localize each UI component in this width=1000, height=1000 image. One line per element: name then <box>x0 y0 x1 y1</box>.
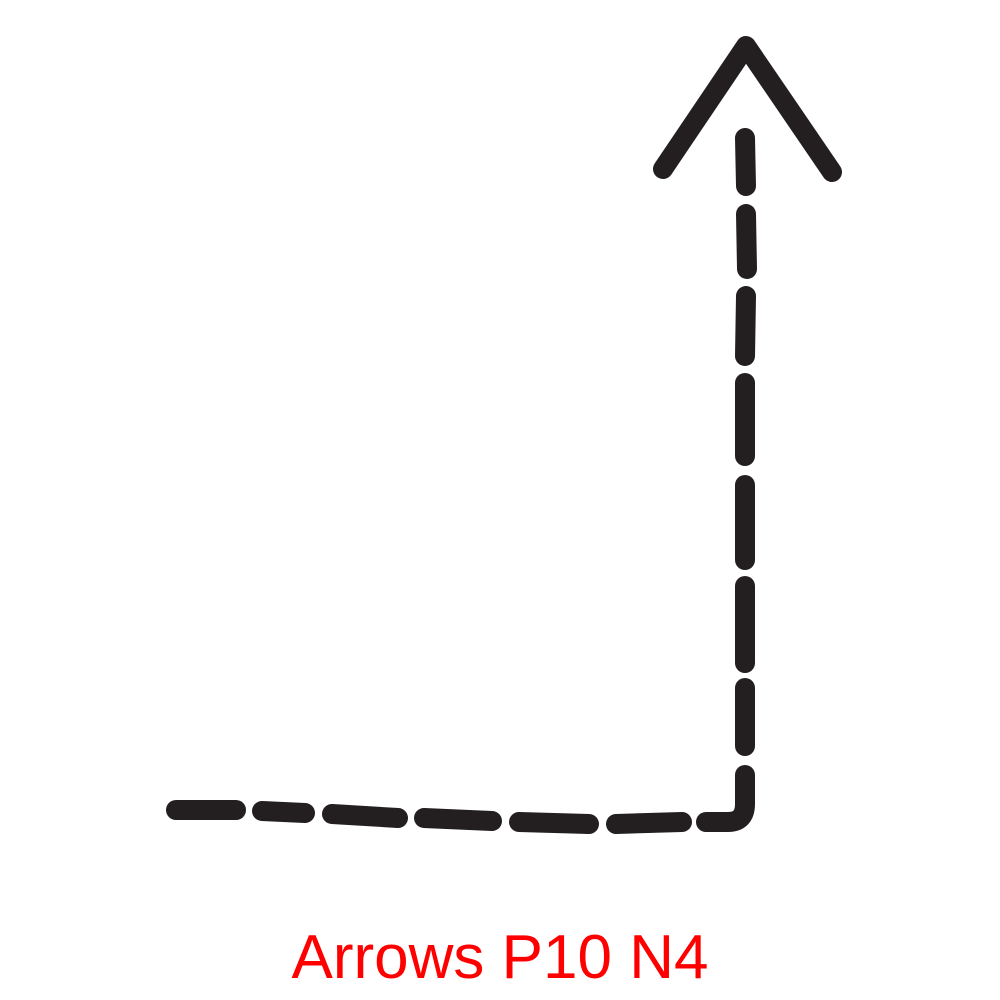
arrow-dash <box>735 128 756 196</box>
arrow-head <box>653 36 842 182</box>
arrow-dash <box>606 812 692 834</box>
arrow-dash <box>509 812 599 834</box>
arrow <box>166 36 842 834</box>
arrow-corner-dash <box>696 765 755 832</box>
arrow-dash <box>414 808 502 831</box>
arrow-dash <box>736 204 757 279</box>
arrow-dash <box>252 801 315 823</box>
figure-caption: Arrows P10 N4 <box>291 923 709 992</box>
arrow-dash <box>735 286 756 366</box>
arrow-dash <box>322 804 408 828</box>
